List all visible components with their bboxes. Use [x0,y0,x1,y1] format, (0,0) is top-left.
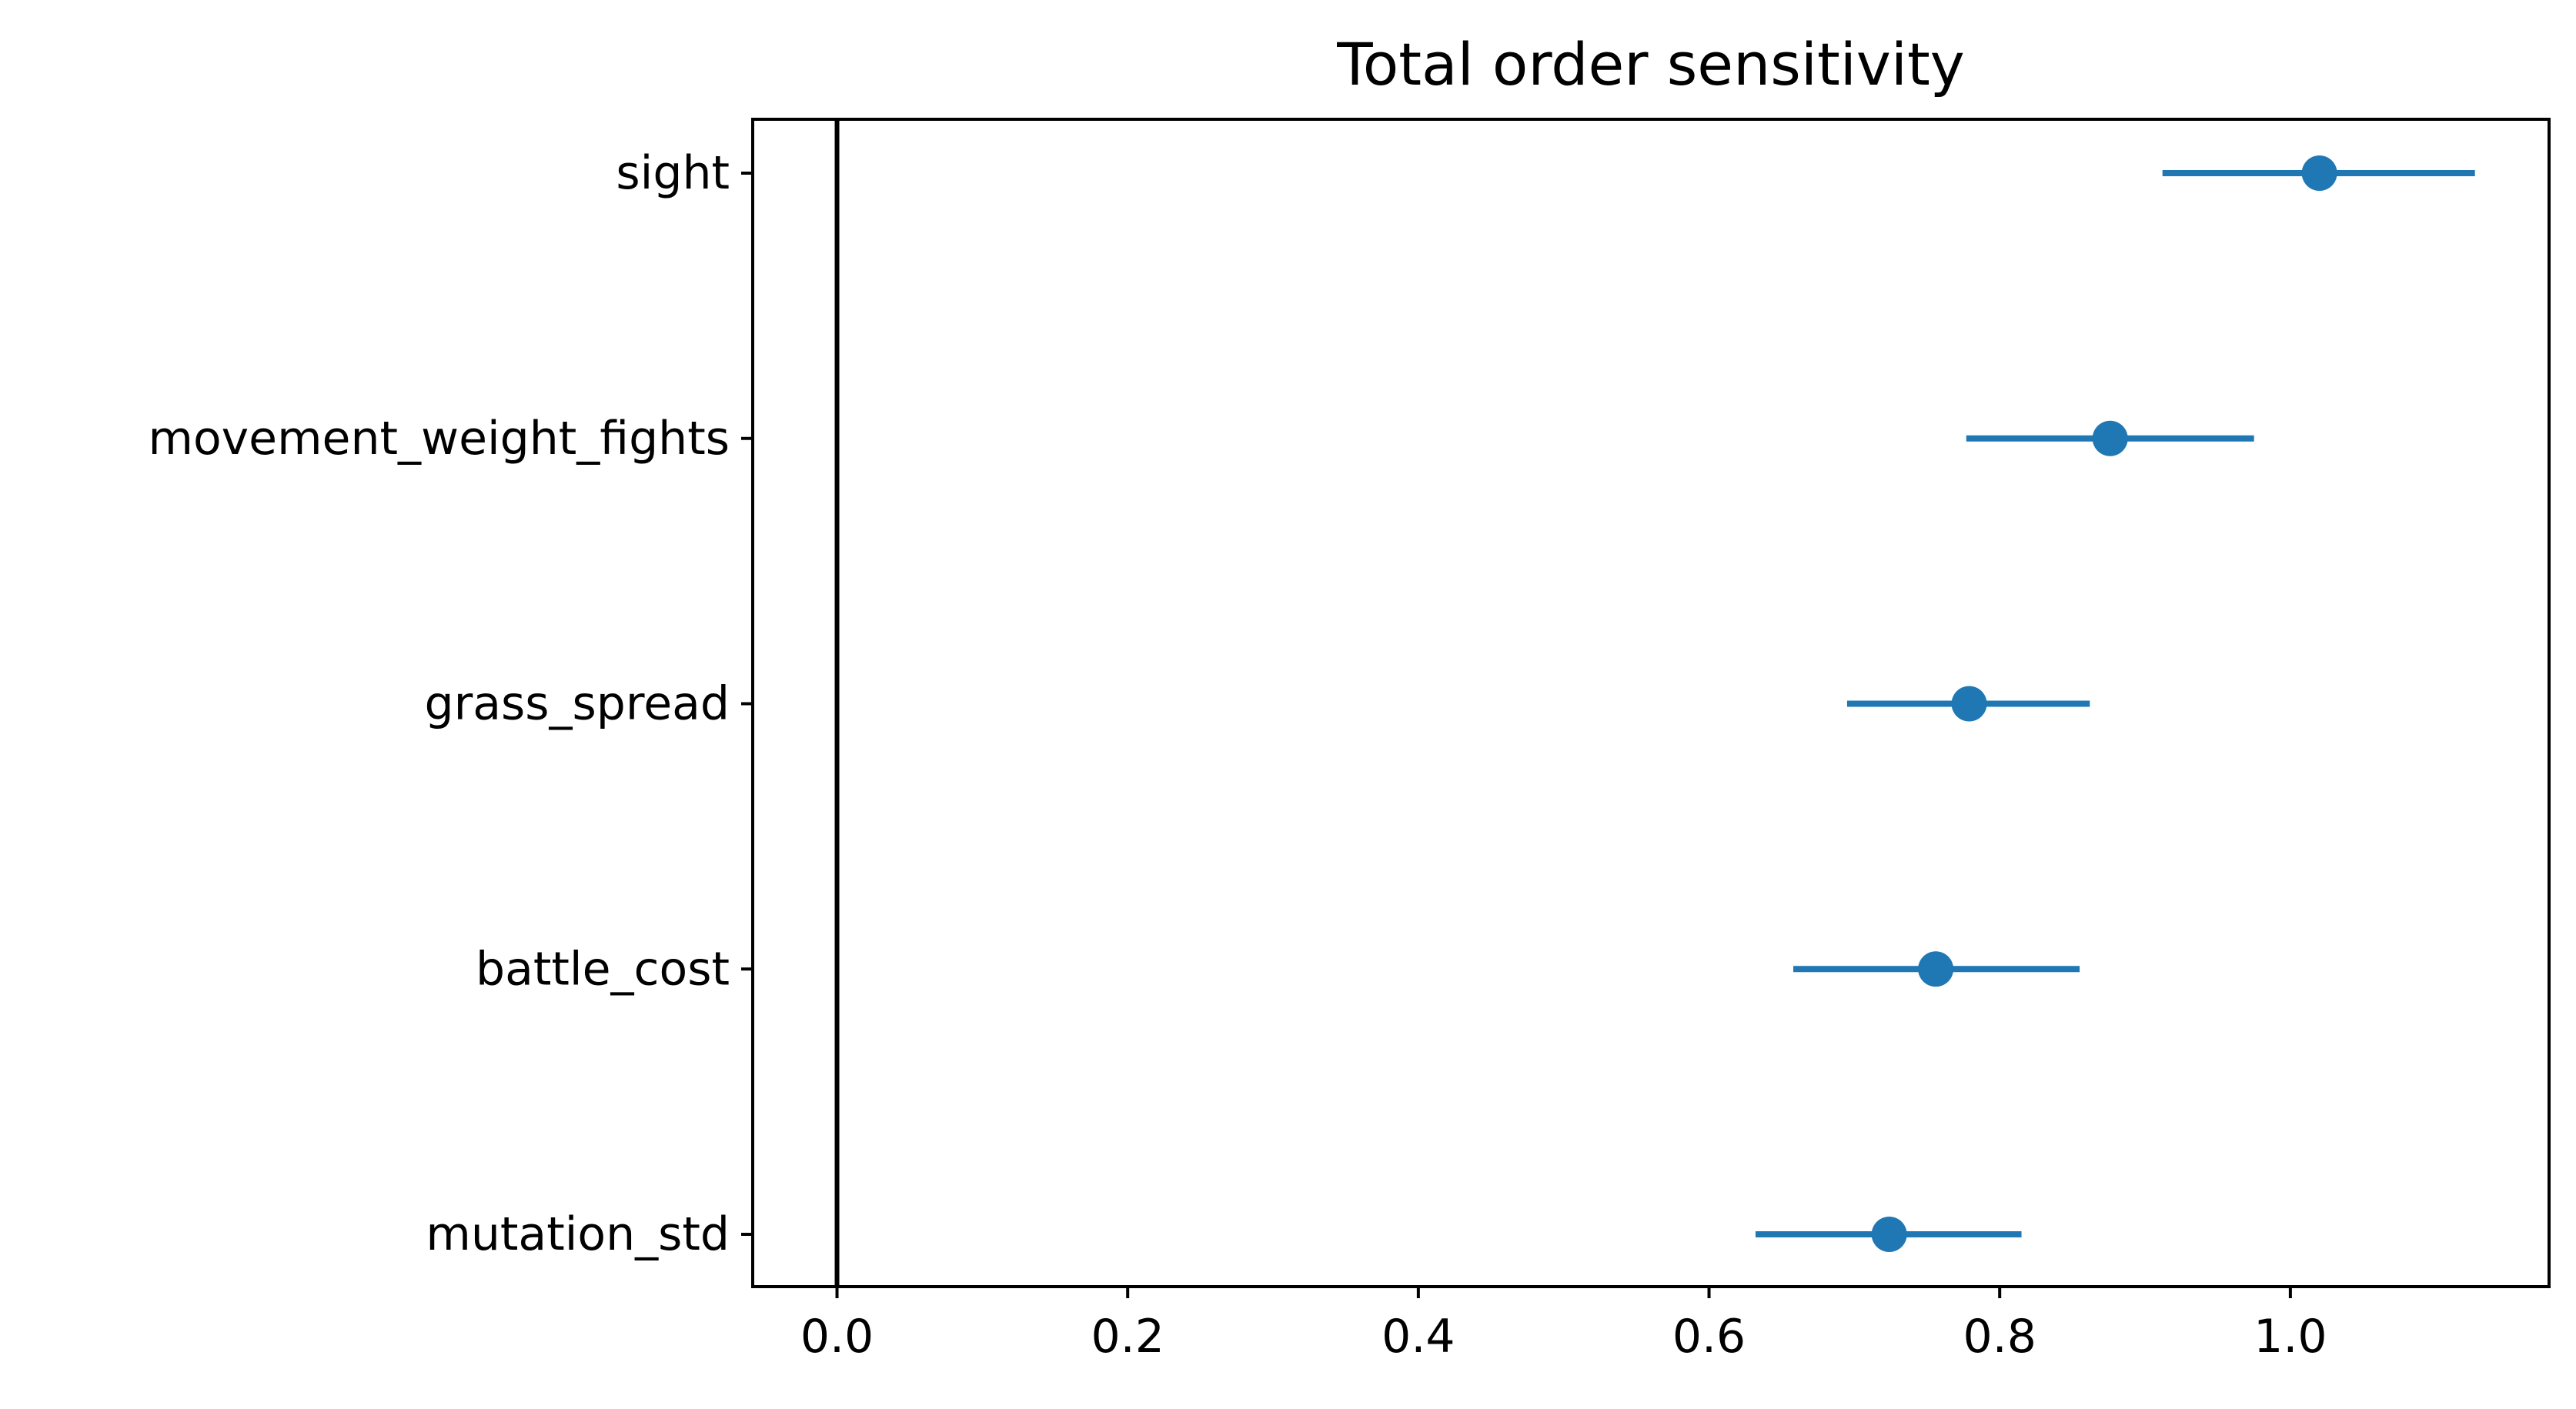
x-tick-label: 0.2 [1091,1310,1164,1364]
y-tick-label: grass_spread [424,677,730,731]
x-tick-label: 0.0 [800,1310,874,1364]
plot-frame [751,118,2551,1288]
x-tick-label: 1.0 [2254,1310,2327,1364]
sensitivity-series [1755,155,2475,1252]
data-point [1871,1217,1907,1252]
y-tick-label: sight [616,146,730,200]
x-tick-label: 0.8 [1963,1310,2036,1364]
data-point [1951,686,1987,722]
y-tick-label: battle_cost [476,942,730,996]
y-axis: sight movement_weight_fights grass_spreadb… [149,146,753,1261]
x-tick-label: 0.4 [1382,1310,1455,1364]
x-tick-label: 0.6 [1672,1310,1746,1364]
data-point [2301,155,2337,191]
x-axis: 0.0 0.2 0.4 0.6 0.8 1.0 [800,1287,2327,1364]
data-point [1918,951,1954,987]
chart-title: Total order sensitivity [1336,30,1964,98]
data-point [2092,420,2128,456]
y-tick-label: movement_weight_fights [149,412,730,466]
y-tick-label: mutation_std [426,1207,730,1261]
